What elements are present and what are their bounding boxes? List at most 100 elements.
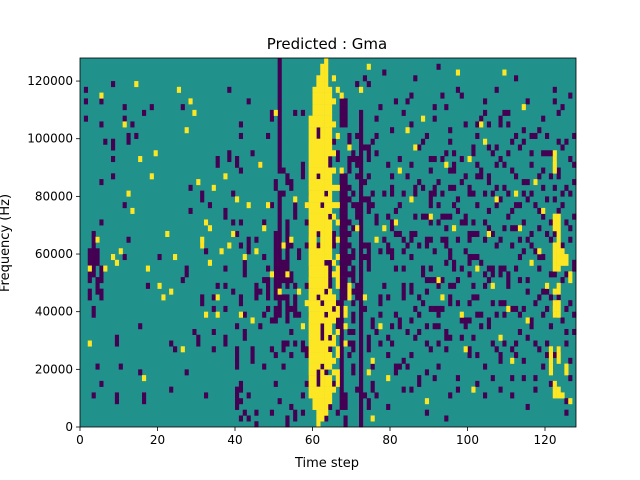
- heatmap-cell-low: [467, 254, 472, 261]
- heatmap-cell-low: [552, 184, 557, 191]
- heatmap-cell-low: [533, 202, 538, 209]
- heatmap-cell-low: [409, 288, 414, 295]
- heatmap-cell-low: [417, 179, 422, 186]
- heatmap-cell-high: [324, 115, 329, 122]
- heatmap-cell-low: [413, 305, 418, 312]
- heatmap-cell-high: [556, 300, 561, 307]
- heatmap-cell-high: [328, 328, 333, 335]
- heatmap-cell-high: [134, 81, 139, 88]
- heatmap-cell-low: [351, 300, 356, 307]
- heatmap-cell-low: [343, 242, 348, 249]
- heatmap-cell-low: [169, 386, 174, 393]
- heatmap-cell-low: [378, 248, 383, 255]
- heatmap-cell-low: [215, 156, 220, 163]
- heatmap-cell-low: [490, 265, 495, 272]
- heatmap-cell-low: [266, 305, 271, 312]
- heatmap-cell-low: [269, 409, 275, 416]
- heatmap-cell-high: [331, 340, 337, 347]
- heatmap-cell-low: [366, 150, 371, 157]
- heatmap-cell-low: [471, 230, 476, 237]
- heatmap-cell-high: [316, 277, 321, 284]
- heatmap-cell-high: [308, 300, 313, 307]
- heatmap-cell-low: [99, 98, 104, 105]
- heatmap-cell-low: [502, 161, 507, 168]
- heatmap-cell-low: [444, 104, 449, 111]
- heatmap-cell-high: [316, 409, 321, 416]
- heatmap-cell-low: [362, 242, 368, 249]
- heatmap-cell-high: [320, 63, 325, 70]
- heatmap-cell-low: [246, 415, 251, 422]
- heatmap-cell-high: [312, 104, 317, 111]
- heatmap-cell-low: [424, 213, 430, 220]
- heatmap-cell-low: [343, 219, 348, 226]
- heatmap-cell-low: [448, 127, 453, 134]
- heatmap-cell-low: [103, 138, 108, 145]
- heatmap-cell-low: [95, 288, 100, 295]
- heatmap-cell-low: [343, 115, 348, 122]
- heatmap-cell-high: [335, 305, 340, 312]
- heatmap-cell-low: [200, 196, 205, 203]
- heatmap-cell-low: [277, 156, 282, 163]
- heatmap-cell-low: [471, 254, 476, 261]
- heatmap-cell-low: [339, 369, 344, 376]
- heatmap-cell-low: [277, 225, 282, 232]
- heatmap-cell-high: [312, 317, 317, 324]
- heatmap-cell-low: [293, 415, 298, 422]
- heatmap-cell-high: [316, 421, 321, 428]
- heatmap-cell-low: [328, 156, 333, 163]
- heatmap-cell-high: [320, 104, 325, 111]
- heatmap-cell-high: [324, 104, 329, 111]
- heatmap-cell-low: [479, 115, 484, 122]
- heatmap-cell-low: [285, 254, 290, 261]
- heatmap-cell-low: [359, 323, 364, 330]
- heatmap-cell-high: [308, 179, 313, 186]
- heatmap-cell-high: [312, 334, 317, 341]
- heatmap-cell-low: [331, 242, 337, 249]
- heatmap-cell-low: [246, 242, 251, 249]
- heatmap-cell-low: [184, 369, 189, 376]
- heatmap-cell-low: [277, 58, 282, 65]
- heatmap-cell-low: [490, 300, 495, 307]
- heatmap-cell-low: [393, 207, 399, 214]
- heatmap-cell-low: [393, 363, 399, 370]
- heatmap-cell-high: [273, 109, 278, 116]
- heatmap-cell-low: [335, 409, 340, 416]
- heatmap-cell-low: [277, 190, 282, 197]
- heatmap-cell-low: [421, 184, 426, 191]
- heatmap-cell-low: [428, 190, 433, 197]
- heatmap-cell-low: [572, 132, 577, 139]
- heatmap-cell-high: [316, 398, 321, 405]
- heatmap-cell-low: [432, 184, 437, 191]
- heatmap-cell-high: [312, 305, 317, 312]
- heatmap-cell-low: [510, 167, 515, 174]
- heatmap-cell-low: [343, 225, 348, 232]
- heatmap-cell-high: [312, 184, 317, 191]
- heatmap-cell-low: [529, 190, 534, 197]
- heatmap-cell-low: [475, 380, 480, 387]
- heatmap-cell-low: [545, 288, 550, 295]
- heatmap-cell-low: [235, 161, 240, 168]
- heatmap-cell-high: [328, 398, 333, 405]
- heatmap-cell-high: [320, 132, 325, 139]
- heatmap-cell-low: [455, 207, 461, 214]
- heatmap-cell-high: [308, 375, 313, 382]
- heatmap-cell-high: [552, 265, 557, 272]
- heatmap-cell-low: [421, 265, 426, 272]
- heatmap-cell-low: [436, 311, 441, 318]
- heatmap-cells: [83, 58, 577, 428]
- heatmap-cell-low: [277, 63, 282, 70]
- heatmap-cell-low: [448, 248, 453, 255]
- heatmap-cell-low: [506, 109, 511, 116]
- heatmap-cell-low: [273, 271, 278, 278]
- heatmap-cell-low: [300, 161, 306, 168]
- heatmap-cell-low: [277, 265, 282, 272]
- heatmap-cell-low: [235, 323, 240, 330]
- heatmap-cell-low: [362, 196, 368, 203]
- heatmap-cell-high: [347, 144, 352, 151]
- heatmap-cell-high: [316, 156, 321, 163]
- heatmap-cell-low: [424, 369, 430, 376]
- heatmap-cell-low: [277, 167, 282, 174]
- heatmap-cell-high: [130, 207, 135, 214]
- heatmap-cell-low: [463, 121, 468, 128]
- heatmap-cell-low: [525, 98, 530, 105]
